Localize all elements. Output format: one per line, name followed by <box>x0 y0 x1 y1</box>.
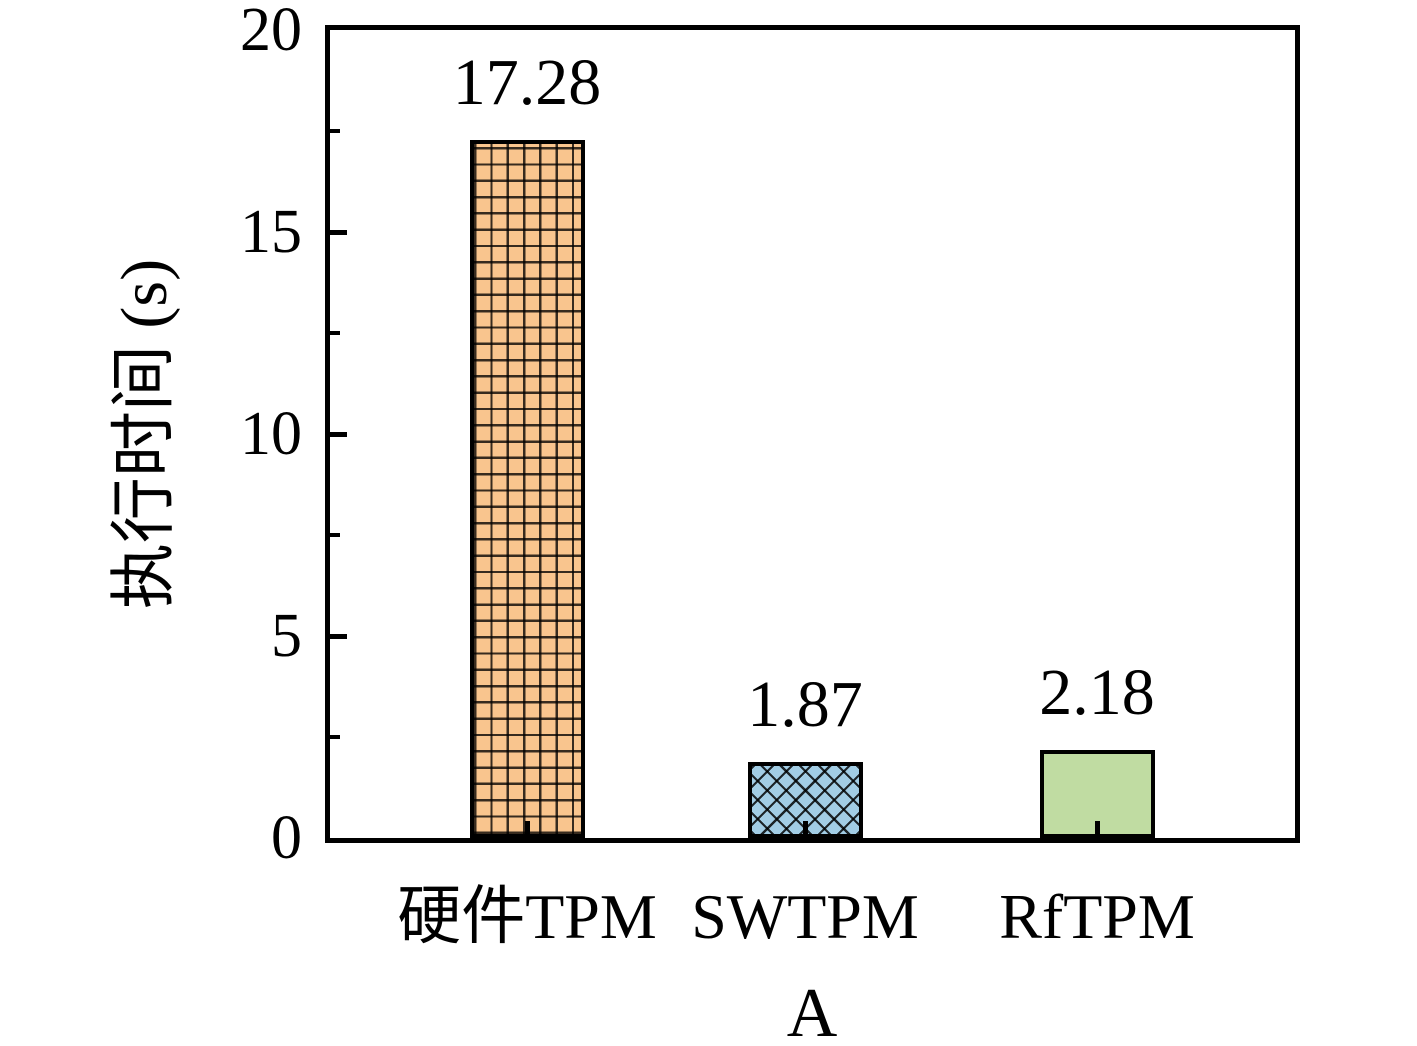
plot-area: 17.28 1.87 2.18 <box>325 25 1300 843</box>
bar-value-label: 2.18 <box>1039 656 1155 729</box>
x-category-label: 硬件TPM <box>397 881 657 952</box>
y-axis-major-tick <box>330 431 347 437</box>
bar-硬件TPM <box>469 140 585 838</box>
bar-value-label: 1.87 <box>747 668 863 741</box>
x-axis-title: A <box>786 975 838 1046</box>
y-axis-tick-label: 15 <box>240 198 302 266</box>
y-axis-major-tick <box>330 633 347 639</box>
y-axis-minor-tick <box>330 533 340 537</box>
x-axis-tick <box>524 821 530 838</box>
y-axis-minor-tick <box>330 129 340 133</box>
y-axis-minor-tick <box>330 735 340 739</box>
x-axis-tick <box>1094 821 1100 838</box>
bar-value-label: 17.28 <box>452 46 602 119</box>
x-category-label: SWTPM <box>691 881 919 952</box>
bar-SWTPM <box>747 762 863 838</box>
x-axis-tick <box>802 821 808 838</box>
y-axis-tick-label: 20 <box>240 0 302 64</box>
y-axis-minor-tick <box>330 331 340 335</box>
x-category-label: RfTPM <box>999 881 1195 952</box>
y-axis-tick-label: 10 <box>240 400 302 468</box>
y-axis-tick-label: 0 <box>271 804 302 872</box>
y-axis-major-tick <box>330 229 347 235</box>
y-axis-tick-label: 5 <box>271 602 302 670</box>
